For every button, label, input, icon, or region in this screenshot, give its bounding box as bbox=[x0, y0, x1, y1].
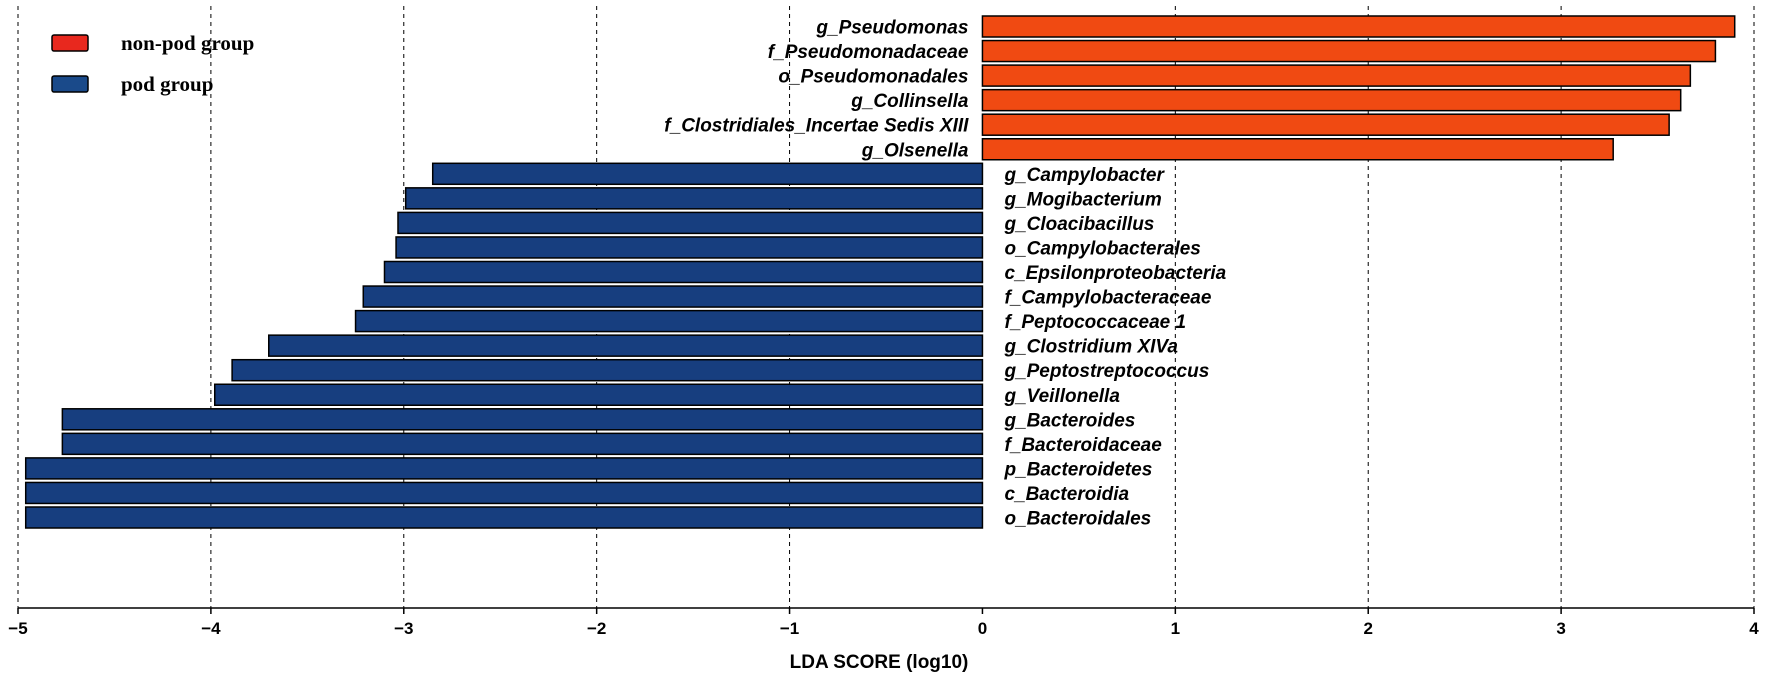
bar-label: g_Veillonella bbox=[1003, 386, 1120, 407]
bar bbox=[213, 383, 984, 406]
x-tick-label: −4 bbox=[201, 619, 221, 638]
bar-label: f_Bacteroidaceae bbox=[1004, 435, 1162, 456]
bar-label: g_Bacteroides bbox=[1003, 410, 1135, 431]
bar-label: g_Cloacibacillus bbox=[1003, 214, 1154, 235]
x-tick-label: −2 bbox=[587, 619, 606, 638]
x-tick-label: 3 bbox=[1556, 619, 1565, 638]
bar-label: p_Bacteroidetes bbox=[1003, 459, 1152, 480]
bar bbox=[395, 236, 984, 259]
bar-label: g_Mogibacterium bbox=[1003, 189, 1161, 210]
bar-label: g_Pseudomonas bbox=[815, 18, 968, 39]
bar-label: g_Olsenella bbox=[861, 140, 969, 161]
bar-label: c_Bacteroidia bbox=[1004, 484, 1129, 505]
bar bbox=[981, 64, 1692, 87]
bar bbox=[397, 211, 984, 235]
bar bbox=[24, 457, 984, 480]
legend-swatch bbox=[51, 75, 89, 93]
bar-label: g_Peptostreptococcus bbox=[1003, 361, 1209, 382]
bars-layer bbox=[24, 15, 1736, 529]
legend-label: non-pod group bbox=[121, 31, 254, 55]
bar bbox=[981, 138, 1614, 161]
bar bbox=[24, 481, 984, 505]
bar bbox=[61, 432, 984, 456]
legend-swatch bbox=[51, 34, 89, 52]
bar-label: c_Epsilonproteobacteria bbox=[1004, 263, 1226, 284]
bar-label: f_Campylobacteraceae bbox=[1004, 288, 1211, 309]
bar bbox=[404, 187, 984, 210]
bar bbox=[61, 408, 984, 431]
bar bbox=[431, 162, 984, 186]
legend: non-pod group pod group bbox=[51, 31, 254, 96]
bar-label: o_Campylobacterales bbox=[1004, 238, 1200, 259]
x-tick-label: 2 bbox=[1363, 619, 1372, 638]
bar bbox=[981, 113, 1670, 136]
bar-labels-layer: g_Pseudomonas f_Pseudomonadaceae o_Pseudom… bbox=[664, 18, 1226, 530]
x-tick-label: −5 bbox=[8, 619, 27, 638]
bar-label: g_Collinsella bbox=[850, 91, 969, 112]
x-tick-label: 1 bbox=[1171, 619, 1180, 638]
x-tick-label: 4 bbox=[1749, 619, 1759, 638]
bar bbox=[231, 358, 984, 382]
x-ticks-layer: −5 −4 −3 −2 −1 0 1 2 3 4 bbox=[8, 608, 1759, 638]
bar bbox=[383, 260, 984, 284]
x-axis-label: LDA SCORE (log10) bbox=[790, 652, 969, 673]
bar bbox=[981, 39, 1717, 63]
bar-label: f_Clostridiales_Incertae Sedis XIII bbox=[664, 116, 969, 137]
legend-label: pod group bbox=[121, 72, 213, 96]
x-tick-label: −1 bbox=[780, 619, 799, 638]
bar-label: f_Peptococcaceae 1 bbox=[1004, 312, 1186, 333]
bar bbox=[268, 334, 984, 357]
bar-label: g_Campylobacter bbox=[1003, 165, 1165, 186]
bar-label: f_Pseudomonadaceae bbox=[768, 42, 969, 63]
x-tick-label: 0 bbox=[978, 619, 987, 638]
bar bbox=[362, 285, 984, 308]
bar bbox=[981, 88, 1682, 112]
bar-label: o_Bacteroidales bbox=[1004, 509, 1151, 530]
bar bbox=[24, 506, 984, 529]
bar-label: o_Pseudomonadales bbox=[778, 67, 968, 88]
bar-label: g_Clostridium XIVa bbox=[1003, 337, 1178, 358]
x-tick-label: −3 bbox=[394, 619, 413, 638]
bar bbox=[354, 309, 984, 333]
bar bbox=[981, 15, 1736, 38]
